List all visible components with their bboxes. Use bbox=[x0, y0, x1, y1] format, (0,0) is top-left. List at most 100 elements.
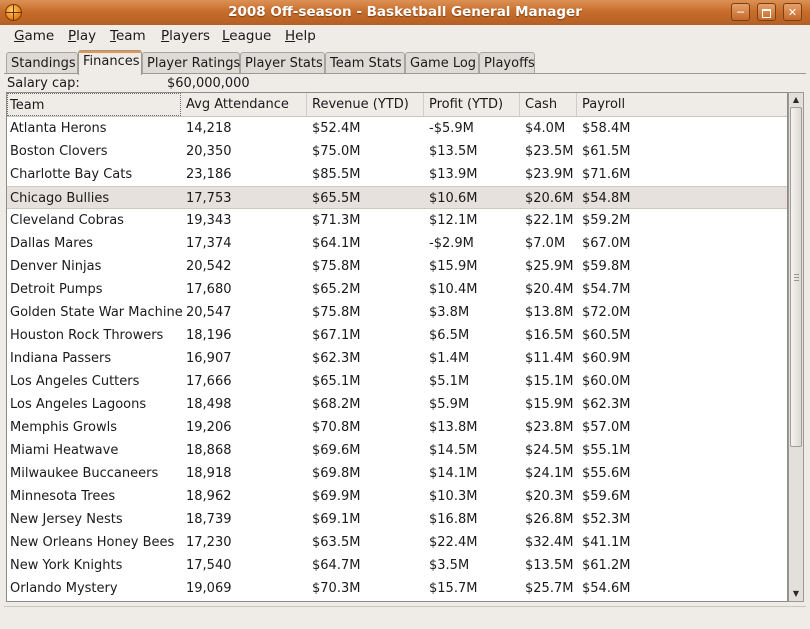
cell-cash: $22.1M bbox=[525, 213, 574, 228]
column-header-label: Revenue (YTD) bbox=[312, 97, 409, 112]
menu-league[interactable]: League bbox=[222, 28, 272, 44]
grip-line bbox=[794, 277, 799, 278]
table-row[interactable]: Atlanta Herons 14,218 $52.4M -$5.9M $4.0M $58… bbox=[7, 117, 787, 140]
table-row[interactable]: Boston Clovers 20,350 $75.0M $13.5M $23.5M $6… bbox=[7, 140, 787, 163]
table-row[interactable]: New Jersey Nests 18,739 $69.1M $16.8M $26.8M… bbox=[7, 508, 787, 531]
basketball-icon[interactable] bbox=[5, 4, 22, 21]
cell-avg-attendance: 17,230 bbox=[186, 535, 232, 550]
tab-player-ratings[interactable]: Player Ratings bbox=[142, 52, 240, 73]
cell-payroll: $59.2M bbox=[582, 213, 631, 228]
column-header-profit[interactable]: Profit (YTD) bbox=[424, 93, 520, 116]
cell-cash: $32.4M bbox=[525, 535, 574, 550]
table-row[interactable]: Memphis Growls 19,206 $70.8M $13.8M $23.8M $5… bbox=[7, 416, 787, 439]
table-row[interactable]: Chicago Bullies 17,753 $65.5M $10.6M $20.6M $… bbox=[7, 186, 787, 209]
cell-team: Atlanta Herons bbox=[10, 121, 107, 136]
table-row[interactable]: Cleveland Cobras 19,343 $71.3M $12.1M $22.1M… bbox=[7, 209, 787, 232]
menu-help[interactable]: Help bbox=[285, 28, 316, 44]
scrollbar-thumb[interactable] bbox=[790, 107, 802, 447]
cell-avg-attendance: 18,498 bbox=[186, 397, 232, 412]
table-row[interactable]: Orlando Mystery 19,069 $70.3M $15.7M $25.7M $… bbox=[7, 577, 787, 600]
scroll-down-arrow-icon[interactable]: ▼ bbox=[792, 589, 800, 598]
cell-revenue: $71.3M bbox=[312, 213, 361, 228]
cell-team: Miami Heatwave bbox=[10, 443, 119, 458]
window-title: 2008 Off-season - Basketball General Man… bbox=[228, 4, 582, 20]
column-header-cash[interactable]: Cash bbox=[520, 93, 577, 116]
vertical-scrollbar[interactable]: ▲ ▼ bbox=[788, 92, 804, 602]
cell-team: Orlando Mystery bbox=[10, 581, 118, 596]
table-row[interactable]: Houston Rock Throwers 18,196 $67.1M $6.5M $1… bbox=[7, 324, 787, 347]
column-header-team[interactable]: Team bbox=[7, 93, 181, 116]
column-header-revenue[interactable]: Revenue (YTD) bbox=[307, 93, 424, 116]
table-row[interactable]: Dallas Mares 17,374 $64.1M -$2.9M $7.0M $67.0… bbox=[7, 232, 787, 255]
cell-team: Houston Rock Throwers bbox=[10, 328, 164, 343]
table-row[interactable]: Denver Ninjas 20,542 $75.8M $15.9M $25.9M $59… bbox=[7, 255, 787, 278]
table-row[interactable]: Milwaukee Buccaneers 18,918 $69.8M $14.1M $2… bbox=[7, 462, 787, 485]
cell-payroll: $57.0M bbox=[582, 420, 631, 435]
cell-avg-attendance: 20,547 bbox=[186, 305, 232, 320]
title-bar[interactable]: 2008 Off-season - Basketball General Man… bbox=[0, 0, 810, 26]
cell-revenue: $85.5M bbox=[312, 167, 361, 182]
tab-player-stats[interactable]: Player Stats bbox=[240, 52, 325, 73]
table-row[interactable]: Charlotte Bay Cats 23,186 $85.5M $13.9M $23.… bbox=[7, 163, 787, 186]
column-header-payroll[interactable]: Payroll bbox=[577, 93, 787, 116]
column-header-avg-attendance[interactable]: Avg Attendance bbox=[181, 93, 307, 116]
table-row[interactable]: Los Angeles Cutters 17,666 $65.1M $5.1M $15.… bbox=[7, 370, 787, 393]
tab-standings[interactable]: Standings bbox=[6, 52, 78, 73]
salary-cap-value: $60,000,000 bbox=[167, 76, 250, 91]
cell-payroll: $60.9M bbox=[582, 351, 631, 366]
cell-team: New York Knights bbox=[10, 558, 123, 573]
cell-revenue: $70.3M bbox=[312, 581, 361, 596]
cell-payroll: $41.1M bbox=[582, 535, 631, 550]
finances-table[interactable]: Team Avg Attendance Revenue (YTD) Profit… bbox=[6, 92, 788, 602]
cell-team: New Orleans Honey Bees bbox=[10, 535, 175, 550]
cell-revenue: $75.8M bbox=[312, 305, 361, 320]
cell-profit: -$5.9M bbox=[429, 121, 474, 136]
table-row[interactable]: Detroit Pumps 17,680 $65.2M $10.4M $20.4M $54… bbox=[7, 278, 787, 301]
table-row[interactable]: New Orleans Honey Bees 17,230 $63.5M $22.4M… bbox=[7, 531, 787, 554]
cell-cash: $20.6M bbox=[525, 191, 574, 206]
cell-revenue: $75.0M bbox=[312, 144, 361, 159]
cell-avg-attendance: 20,542 bbox=[186, 259, 232, 274]
cell-payroll: $71.6M bbox=[582, 167, 631, 182]
cell-payroll: $60.5M bbox=[582, 328, 631, 343]
cell-cash: $23.5M bbox=[525, 144, 574, 159]
maximize-button[interactable] bbox=[757, 3, 776, 21]
close-button[interactable]: ✕ bbox=[783, 3, 802, 21]
cell-avg-attendance: 14,218 bbox=[186, 121, 232, 136]
minimize-icon: ─ bbox=[737, 6, 744, 19]
menu-game[interactable]: Game bbox=[14, 28, 55, 44]
menu-team[interactable]: Team bbox=[110, 28, 146, 44]
cell-profit: $22.4M bbox=[429, 535, 478, 550]
tab-finances[interactable]: Finances bbox=[78, 50, 142, 75]
cell-profit: $13.5M bbox=[429, 144, 478, 159]
tab-game-log[interactable]: Game Log bbox=[405, 52, 479, 73]
cell-avg-attendance: 17,540 bbox=[186, 558, 232, 573]
cell-profit: $15.9M bbox=[429, 259, 478, 274]
tab-playoffs[interactable]: Playoffs bbox=[479, 52, 535, 73]
table-row[interactable]: Los Angeles Lagoons 18,498 $68.2M $5.9M $15.… bbox=[7, 393, 787, 416]
cell-avg-attendance: 18,739 bbox=[186, 512, 232, 527]
cell-cash: $24.1M bbox=[525, 466, 574, 481]
minimize-button[interactable]: ─ bbox=[731, 3, 750, 21]
cell-team: Detroit Pumps bbox=[10, 282, 103, 297]
cell-payroll: $54.8M bbox=[582, 191, 631, 206]
column-header-label: Team bbox=[10, 98, 45, 113]
cell-profit: $12.1M bbox=[429, 213, 478, 228]
scroll-up-arrow-icon[interactable]: ▲ bbox=[792, 95, 800, 104]
table-row[interactable]: Golden State War Machine 20,547 $75.8M $3.8… bbox=[7, 301, 787, 324]
menu-play[interactable]: Play bbox=[68, 28, 97, 44]
cell-revenue: $68.2M bbox=[312, 397, 361, 412]
menu-players[interactable]: Players bbox=[161, 28, 211, 44]
tab-team-stats[interactable]: Team Stats bbox=[325, 52, 405, 73]
table-row[interactable]: New York Knights 17,540 $64.7M $3.5M $13.5M $… bbox=[7, 554, 787, 577]
cell-cash: $7.0M bbox=[525, 236, 566, 251]
table-row[interactable]: Indiana Passers 16,907 $62.3M $1.4M $11.4M $6… bbox=[7, 347, 787, 370]
table-row[interactable]: Miami Heatwave 18,868 $69.6M $14.5M $24.5M $5… bbox=[7, 439, 787, 462]
cell-profit: -$2.9M bbox=[429, 236, 474, 251]
table-row[interactable]: Minnesota Trees 18,962 $69.9M $10.3M $20.3M $… bbox=[7, 485, 787, 508]
cell-profit: $3.5M bbox=[429, 558, 470, 573]
cell-profit: $3.8M bbox=[429, 305, 470, 320]
cell-payroll: $58.4M bbox=[582, 121, 631, 136]
cell-payroll: $55.6M bbox=[582, 466, 631, 481]
cell-profit: $13.8M bbox=[429, 420, 478, 435]
